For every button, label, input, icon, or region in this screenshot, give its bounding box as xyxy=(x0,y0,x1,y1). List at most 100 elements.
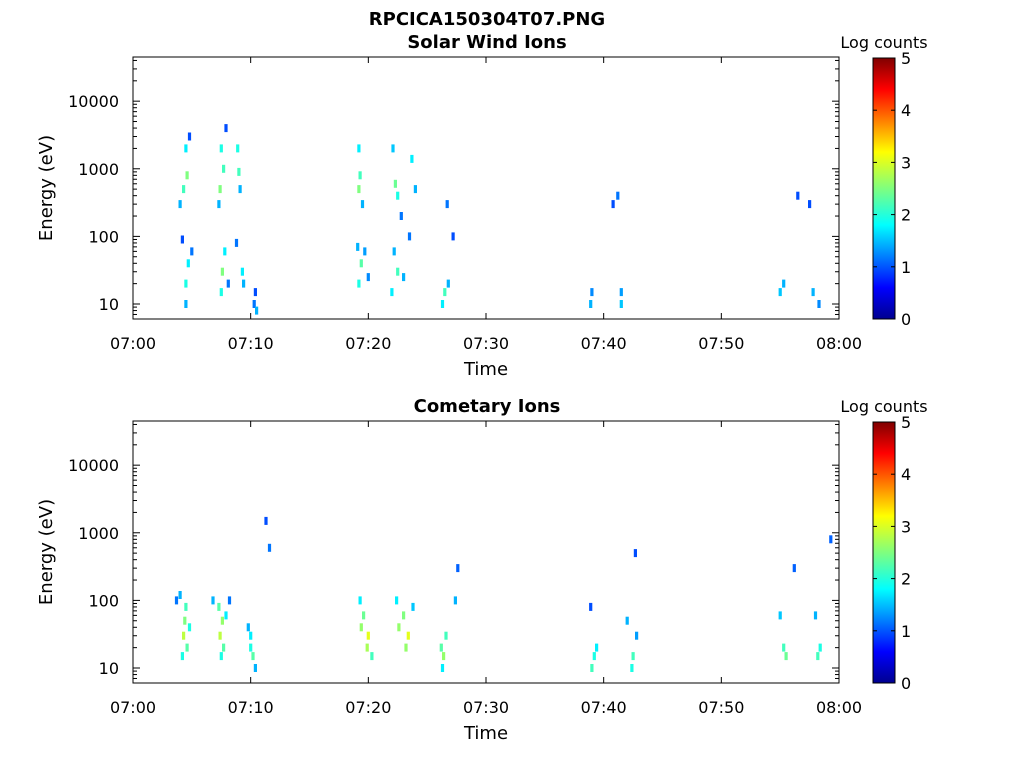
heatmap-cell xyxy=(185,643,189,652)
heatmap-cell xyxy=(359,259,363,268)
heatmap-cell xyxy=(391,144,395,153)
heatmap-cell xyxy=(625,616,629,625)
y-tick-label: 1000 xyxy=(78,524,119,543)
x-tick-label: 07:10 xyxy=(228,334,274,353)
colorbar-tick-label: 5 xyxy=(901,413,911,432)
heatmap-cell xyxy=(240,267,244,276)
heatmap-cell xyxy=(365,643,369,652)
heatmap-cell xyxy=(358,171,362,180)
heatmap-cell xyxy=(174,596,179,605)
heatmap-cell xyxy=(407,232,412,241)
heatmap-cell xyxy=(222,643,226,652)
x-tick-label: 07:50 xyxy=(698,698,744,717)
heatmap-cell xyxy=(808,200,812,209)
heatmap-cell xyxy=(595,643,599,652)
heatmap-cell xyxy=(818,643,822,652)
colorbar-tick-label: 5 xyxy=(901,49,911,68)
colorbar xyxy=(872,421,896,684)
heatmap-cell xyxy=(413,185,417,194)
colorbar-tick-label: 3 xyxy=(901,153,911,172)
colorbar xyxy=(872,57,896,320)
x-tick-label: 07:20 xyxy=(345,698,391,717)
panel-1: Solar Wind Ions 07:00 07:10 07:20 07:30 07:40… xyxy=(36,32,928,380)
heatmap-cell xyxy=(589,602,593,611)
heatmap-cell xyxy=(184,602,188,611)
heatmap-cell xyxy=(619,300,623,308)
x-tick-label: 08:00 xyxy=(816,698,862,717)
heatmap-cell xyxy=(251,652,255,661)
heatmap-cell xyxy=(178,591,182,599)
heatmap-cell xyxy=(816,652,820,661)
colorbar-tick-label: 2 xyxy=(901,570,911,589)
heatmap-cell xyxy=(222,164,226,173)
heatmap-cell xyxy=(411,602,415,611)
heatmap-cells xyxy=(174,516,833,672)
heatmap-cell xyxy=(796,191,800,200)
heatmap-cell xyxy=(397,623,401,632)
heatmap-cell xyxy=(356,242,360,251)
heatmap-cell xyxy=(363,247,367,256)
heatmap-cell xyxy=(813,611,818,620)
heatmap-cell xyxy=(184,279,188,288)
colorbar-tick-label: 2 xyxy=(901,206,911,225)
heatmap-cell xyxy=(185,171,189,180)
heatmap-cell xyxy=(402,611,406,620)
y-tick-label: 10000 xyxy=(68,92,119,111)
heatmap-cells xyxy=(178,124,821,315)
heatmap-cell xyxy=(224,611,228,620)
heatmap-cell xyxy=(440,664,445,672)
panel-title: Cometary Ions xyxy=(414,396,561,417)
heatmap-cell xyxy=(236,144,240,153)
heatmap-cell xyxy=(784,652,788,661)
heatmap-cell xyxy=(633,549,637,558)
heatmap-cell xyxy=(219,652,223,661)
heatmap-cell xyxy=(390,288,394,297)
heatmap-cell xyxy=(264,516,268,525)
colorbar-tick-label: 0 xyxy=(901,674,911,693)
y-axis-label: Energy (eV) xyxy=(36,499,57,605)
heatmap-cell xyxy=(635,631,639,640)
x-tick-label: 07:00 xyxy=(110,334,156,353)
heatmap-cell xyxy=(249,631,253,640)
heatmap-cell xyxy=(589,300,593,308)
x-tick-label: 07:20 xyxy=(345,334,391,353)
heatmap-cell xyxy=(246,623,250,632)
y-tick-label: 10000 xyxy=(68,456,119,475)
heatmap-cell xyxy=(778,611,782,620)
heatmap-cell xyxy=(227,596,232,605)
heatmap-cell xyxy=(611,200,615,209)
heatmap-cell xyxy=(217,200,221,209)
heatmap-cell xyxy=(402,273,406,282)
heatmap-cell xyxy=(366,273,370,282)
heatmap-cell xyxy=(224,124,228,133)
plot-frame xyxy=(132,420,840,684)
heatmap-cell xyxy=(442,652,446,661)
heatmap-cell xyxy=(616,191,620,200)
heatmap-cell xyxy=(182,185,186,194)
x-tick-label: 07:10 xyxy=(228,698,274,717)
heatmap-cell xyxy=(253,288,257,297)
heatmap-cell xyxy=(451,232,455,241)
heatmap-cell xyxy=(237,167,241,176)
heatmap-cell xyxy=(190,247,194,256)
heatmap-cell xyxy=(253,664,257,672)
colorbar-label: Log counts xyxy=(840,33,927,52)
heatmap-cell xyxy=(184,144,188,153)
heatmap-cell xyxy=(446,279,450,288)
heatmap-cell xyxy=(443,288,447,297)
heatmap-cell xyxy=(444,631,448,640)
heatmap-cell xyxy=(255,306,259,315)
heatmap-cell xyxy=(592,652,596,661)
heatmap-cell xyxy=(445,200,449,209)
heatmap-cell xyxy=(249,643,253,652)
heatmap-cell xyxy=(358,596,362,605)
heatmap-cell xyxy=(178,200,182,209)
heatmap-cell xyxy=(778,288,782,297)
heatmap-cell xyxy=(792,564,796,573)
colorbar-tick-label: 3 xyxy=(901,517,911,536)
heatmap-cell xyxy=(219,288,223,297)
colorbar-tick-label: 1 xyxy=(901,622,911,641)
heatmap-cell xyxy=(439,643,443,652)
heatmap-cell xyxy=(359,623,363,632)
